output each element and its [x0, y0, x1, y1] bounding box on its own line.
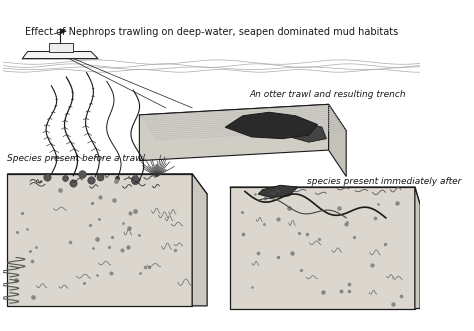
Polygon shape [225, 112, 318, 139]
Polygon shape [139, 104, 346, 141]
Text: An otter trawl and resulting trench: An otter trawl and resulting trench [249, 90, 406, 99]
Polygon shape [192, 174, 207, 306]
Text: Species present before a trawl: Species present before a trawl [8, 154, 146, 163]
Text: Effect of Nephrops trawling on deep-water, seapen dominated mud habitats: Effect of Nephrops trawling on deep-wate… [25, 27, 398, 37]
Text: Images by Jack Sewell: Images by Jack Sewell [322, 296, 415, 305]
Polygon shape [8, 174, 192, 306]
Polygon shape [230, 187, 420, 205]
Polygon shape [287, 121, 327, 142]
Polygon shape [415, 187, 420, 308]
Text: species present immediately after
a trawl.: species present immediately after a traw… [307, 176, 461, 196]
Polygon shape [139, 104, 328, 161]
Polygon shape [49, 43, 73, 52]
Polygon shape [258, 185, 298, 198]
Polygon shape [328, 104, 346, 176]
Polygon shape [230, 187, 415, 308]
Polygon shape [60, 29, 66, 34]
Polygon shape [22, 52, 98, 59]
Polygon shape [8, 174, 207, 194]
